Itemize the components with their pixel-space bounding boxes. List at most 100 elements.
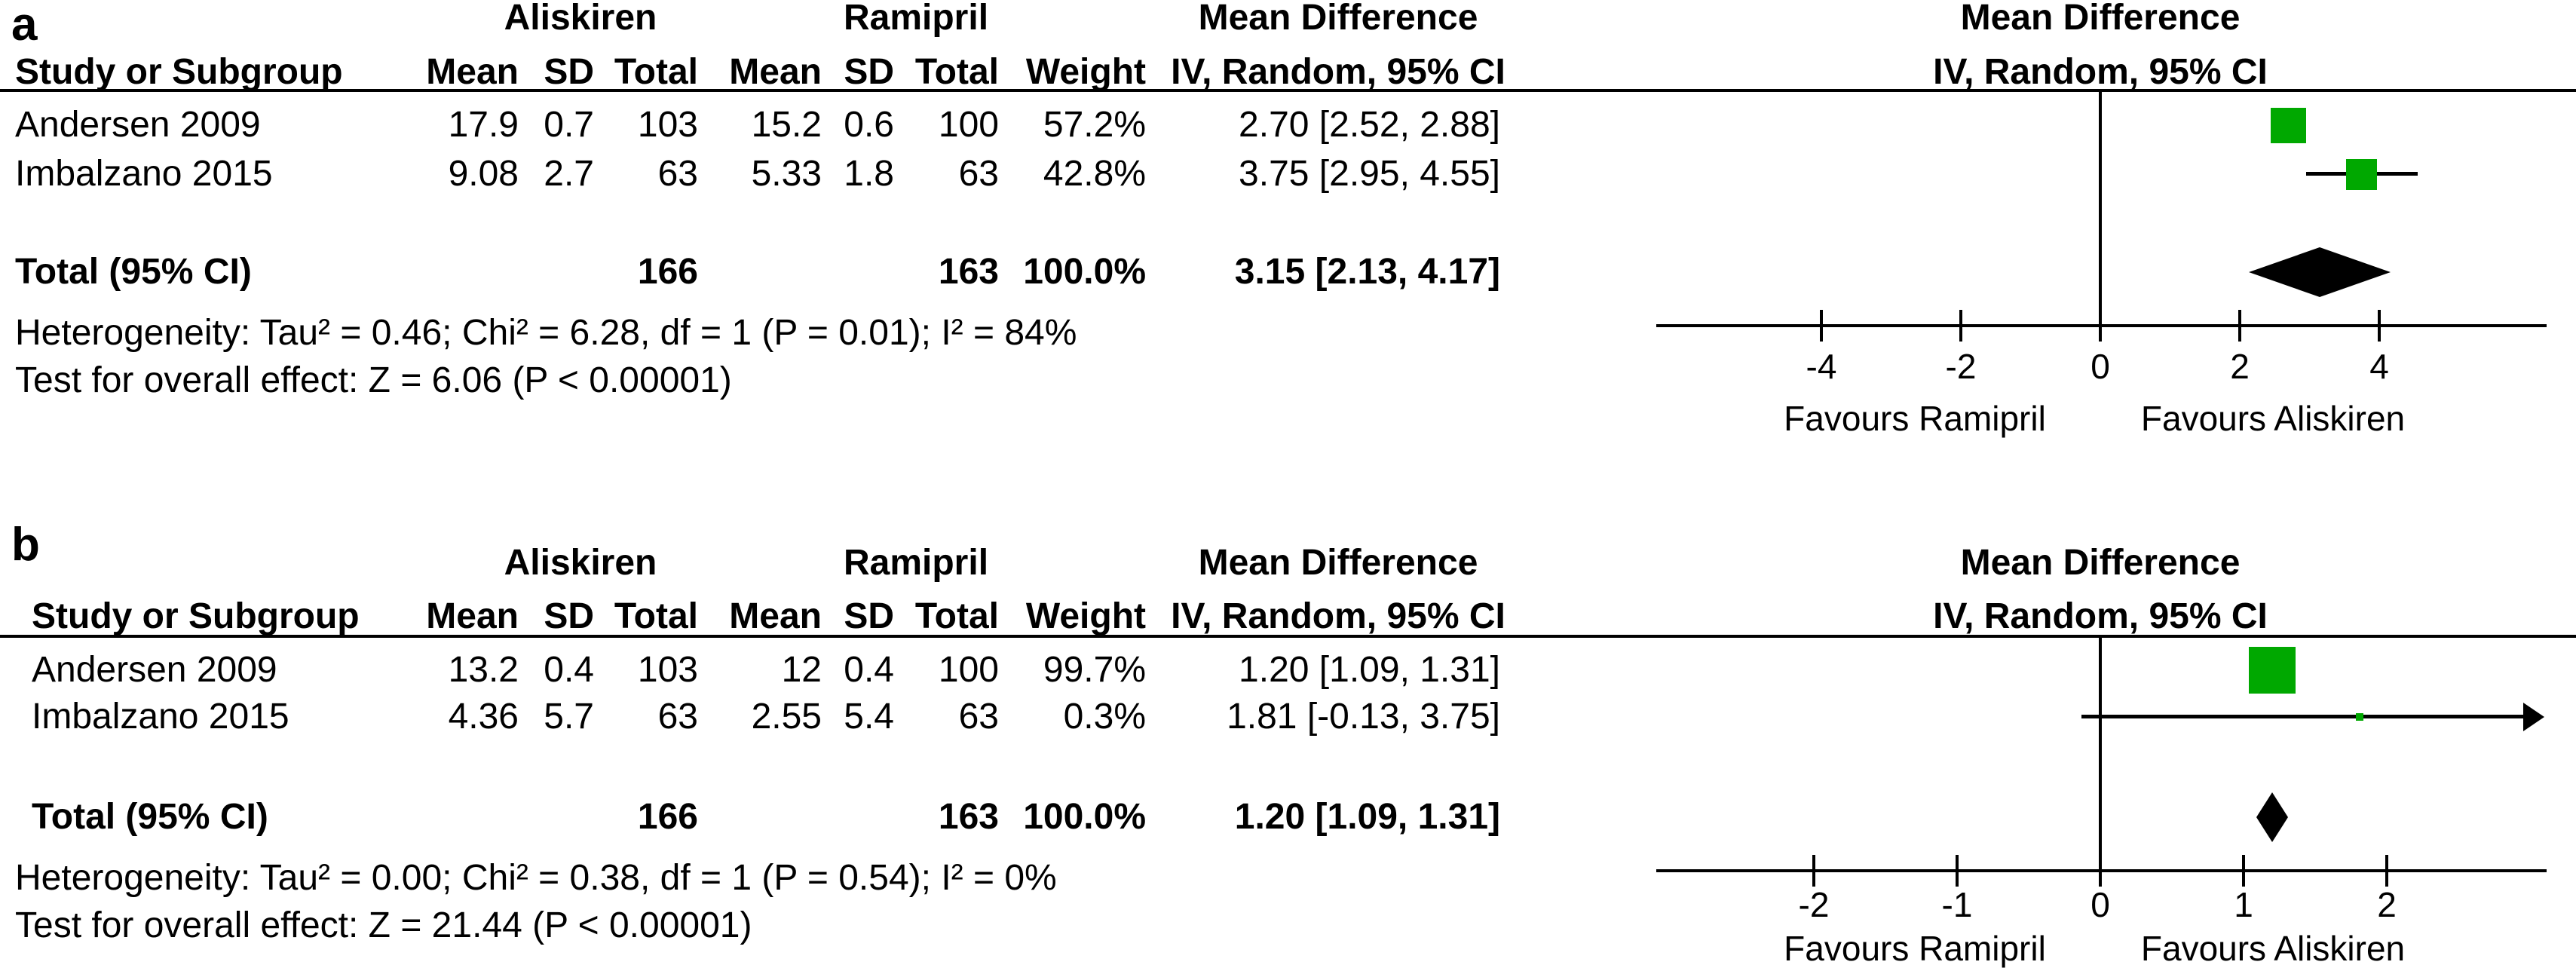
total-weight: 100.0% (1023, 797, 1146, 837)
sd1-header: SD (544, 52, 594, 92)
axis-tick (1959, 310, 1962, 342)
favours-left-label: Favours Ramipril (1784, 399, 2046, 438)
total-ci-text: 1.20 [1.09, 1.31] (1234, 797, 1500, 837)
zero-line (2099, 92, 2102, 342)
method-header-table: IV, Random, 95% CI (1171, 52, 1505, 92)
study-sd2: 0.4 (844, 650, 894, 690)
study-mean1: 9.08 (448, 154, 519, 194)
panel-label: b (11, 519, 40, 571)
axis-tick (2385, 855, 2388, 887)
total-ci-text: 3.15 [2.13, 4.17] (1234, 252, 1500, 292)
axis-tick-label: -1 (1941, 885, 1973, 924)
axis-tick (2099, 855, 2102, 887)
study-mean2: 15.2 (751, 105, 822, 145)
study-weight: 57.2% (1043, 105, 1146, 145)
axis-tick (2242, 855, 2245, 887)
study-mean1: 13.2 (448, 650, 519, 690)
study-ci-text: 2.70 [2.52, 2.88] (1239, 105, 1500, 145)
total-weight: 100.0% (1023, 252, 1146, 292)
sd2-header: SD (844, 52, 894, 92)
study-sd2: 5.4 (844, 697, 894, 737)
axis-tick-label: 2 (2377, 885, 2397, 924)
study-sd1: 0.4 (544, 650, 594, 690)
total-n1: 166 (637, 797, 698, 837)
group1-header: Aliskiren (504, 0, 657, 38)
study-sd1: 0.7 (544, 105, 594, 145)
axis-tick-label: 4 (2369, 347, 2389, 386)
study-total2: 100 (938, 105, 999, 145)
study-sd1: 5.7 (544, 697, 594, 737)
overall-effect-text: Test for overall effect: Z = 6.06 (P < 0… (15, 360, 732, 400)
axis-tick-label: 0 (2091, 885, 2110, 924)
study-sd2: 0.6 (844, 105, 894, 145)
study-weight: 42.8% (1043, 154, 1146, 194)
group1-header: Aliskiren (504, 543, 657, 583)
study-mean2: 2.55 (751, 697, 822, 737)
header-rule (0, 635, 2576, 638)
study-mean1: 17.9 (448, 105, 519, 145)
axis-tick-label: 0 (2091, 347, 2110, 386)
axis-tick-label: 2 (2230, 347, 2250, 386)
favours-left-label: Favours Ramipril (1784, 929, 2046, 968)
mean2-header: Mean (729, 52, 822, 92)
study-weight: 99.7% (1043, 650, 1146, 690)
axis-tick-label: -4 (1806, 347, 1837, 386)
study-total1: 63 (657, 697, 698, 737)
study-square-marker (2356, 713, 2363, 721)
study-total2: 100 (938, 650, 999, 690)
study-name: Andersen 2009 (15, 105, 261, 145)
effect-header-plot: Mean Difference (1960, 543, 2241, 583)
sd2-header: SD (844, 596, 894, 636)
axis-tick (1812, 855, 1815, 887)
study-total1: 103 (637, 650, 698, 690)
axis-tick (1820, 310, 1823, 342)
study-total1: 103 (637, 105, 698, 145)
total1-header: Total (614, 596, 698, 636)
axis-tick (2099, 310, 2102, 342)
axis-tick (2238, 310, 2241, 342)
study-name: Andersen 2009 (32, 650, 277, 690)
study-sd2: 1.8 (844, 154, 894, 194)
study-ci-text: 3.75 [2.95, 4.55] (1239, 154, 1500, 194)
study-weight: 0.3% (1063, 697, 1146, 737)
heterogeneity-text: Heterogeneity: Tau² = 0.00; Chi² = 0.38,… (15, 858, 1057, 898)
total-label: Total (95% CI) (15, 252, 252, 292)
study-ci-line (2081, 715, 2523, 718)
effect-header-table: Mean Difference (1198, 0, 1478, 38)
study-name: Imbalzano 2015 (15, 154, 273, 194)
weight-header: Weight (1025, 52, 1146, 92)
effect-header-table: Mean Difference (1198, 543, 1478, 583)
study-ci-text: 1.81 [-0.13, 3.75] (1227, 697, 1500, 737)
weight-header: Weight (1025, 596, 1146, 636)
group2-header: Ramipril (843, 543, 989, 583)
heterogeneity-text: Heterogeneity: Tau² = 0.46; Chi² = 6.28,… (15, 313, 1077, 353)
total2-header: Total (914, 596, 999, 636)
panel-label: a (11, 0, 38, 51)
study-sd1: 2.7 (544, 154, 594, 194)
total-label: Total (95% CI) (32, 797, 268, 837)
total1-header: Total (614, 52, 698, 92)
axis-tick-label: -2 (1945, 347, 1977, 386)
ci-arrow-right (2523, 703, 2544, 731)
axis-tick (1956, 855, 1959, 887)
sd1-header: SD (544, 596, 594, 636)
header-rule (0, 89, 2576, 92)
study-square-marker (2346, 159, 2377, 190)
study-mean2: 5.33 (751, 154, 822, 194)
method-header-plot: IV, Random, 95% CI (1933, 52, 2268, 92)
overall-effect-text: Test for overall effect: Z = 21.44 (P < … (15, 905, 752, 945)
study-ci-text: 1.20 [1.09, 1.31] (1239, 650, 1500, 690)
total-n2: 163 (938, 797, 999, 837)
study-total2: 63 (958, 697, 999, 737)
total-n1: 166 (637, 252, 698, 292)
study-name: Imbalzano 2015 (32, 697, 289, 737)
axis-tick-label: -2 (1798, 885, 1830, 924)
pooled-diamond (2256, 792, 2288, 842)
zero-line (2099, 638, 2102, 887)
study-mean1: 4.36 (448, 697, 519, 737)
study-total2: 63 (958, 154, 999, 194)
axis-tick (2378, 310, 2381, 342)
study-col-header: Study or Subgroup (32, 596, 360, 636)
